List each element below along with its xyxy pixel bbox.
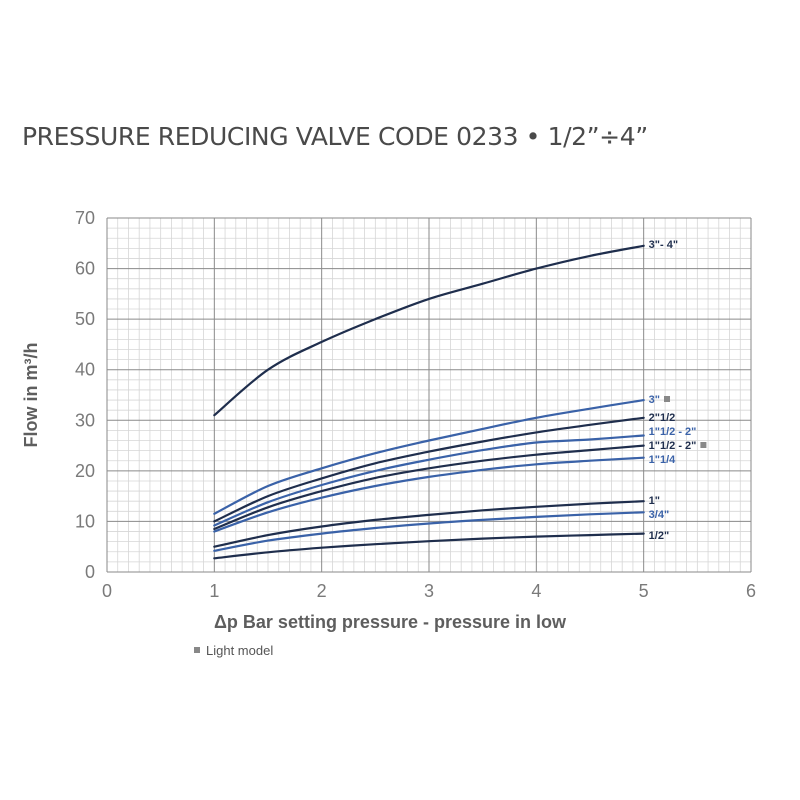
x-tick-label: 5: [639, 581, 649, 601]
light-model-marker: [664, 396, 671, 402]
y-tick-label: 0: [85, 562, 95, 582]
y-tick-label: 70: [75, 208, 95, 228]
series-line: [213, 434, 645, 527]
series-label: 3/4": [649, 509, 670, 521]
series-label: 3": [649, 394, 660, 406]
series-label: 1": [649, 495, 660, 507]
x-tick-label: 4: [531, 581, 541, 601]
series-label: 1"1/2 - 2": [649, 426, 697, 438]
y-tick-label: 10: [75, 511, 95, 531]
legend: Light model: [194, 643, 273, 658]
x-tick-label: 3: [424, 581, 434, 601]
major-grid: [106, 217, 752, 573]
chart-title: PRESSURE REDUCING VALVE CODE 0233 • 1/2”…: [22, 122, 648, 151]
y-tick-label: 40: [75, 360, 95, 380]
x-axis-title: Δp Bar setting pressure - pressure in lo…: [214, 612, 567, 632]
series-line: [213, 416, 645, 523]
legend-text: Light model: [206, 643, 274, 658]
series-label: 1"1/4: [649, 454, 677, 466]
x-tick-label: 1: [209, 581, 219, 601]
light-model-marker: [194, 647, 200, 653]
y-tick-label: 60: [75, 259, 95, 279]
series-line: [213, 399, 645, 515]
series-lines: [213, 244, 645, 560]
series-label: 3"- 4": [649, 239, 678, 251]
y-tick-label: 50: [75, 309, 95, 329]
series-line: [213, 244, 645, 417]
series-labels: 3"- 4" 3" 2"1/2 1"1/2 - 2" 1"1/2 - 2" 1"1/4 1"…: [649, 239, 707, 542]
series-line: [213, 444, 645, 531]
y-axis-title: Flow in m³/h: [21, 343, 41, 448]
series-line: [213, 511, 645, 552]
x-tick-label: 0: [102, 581, 112, 601]
y-tick-label: 20: [75, 461, 95, 481]
series-line: [213, 500, 645, 548]
x-tick-label: 2: [317, 581, 327, 601]
light-model-marker: [700, 442, 707, 448]
series-label: 2"1/2: [649, 412, 676, 424]
series-label: 1"1/2 - 2": [649, 440, 697, 452]
y-tick-label: 30: [75, 410, 95, 430]
x-tick-label: 6: [746, 581, 756, 601]
series-line: [213, 456, 645, 533]
series-label: 1/2": [649, 530, 670, 542]
series-line: [213, 532, 645, 560]
